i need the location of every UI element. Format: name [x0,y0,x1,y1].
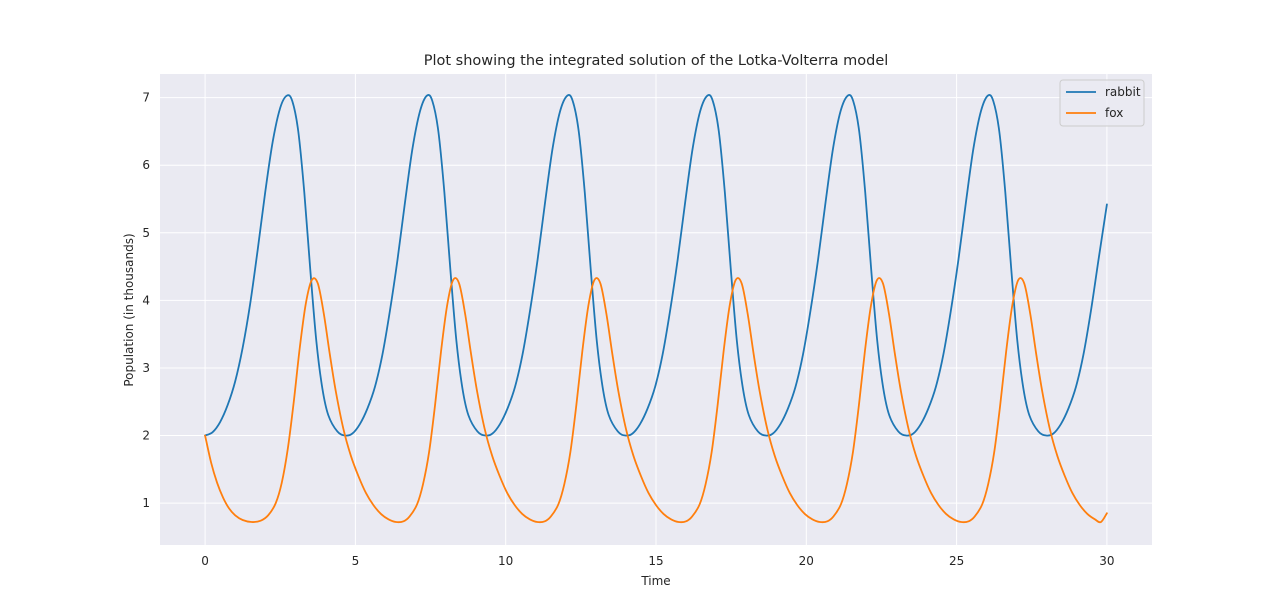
x-tick-label: 15 [648,554,663,568]
x-tick-label: 5 [352,554,360,568]
grid [160,74,1152,545]
x-axis-label: Time [640,574,670,588]
y-tick-label: 4 [142,293,150,307]
y-tick-label: 1 [142,496,150,510]
series-line-fox [204,277,1108,524]
x-tick-label: 0 [201,554,209,568]
chart-title: Plot showing the integrated solution of … [424,53,889,69]
x-tick-label: 25 [949,554,964,568]
y-tick-label: 5 [142,226,150,240]
series-line-rabbit [204,94,1108,437]
y-axis-label: Population (in thousands) [122,233,136,386]
y-tick-label: 6 [142,158,150,172]
x-tick-label: 30 [1099,554,1114,568]
legend-label-fox: fox [1105,106,1123,120]
y-tick-label: 7 [142,91,150,105]
legend: rabbit fox [1059,79,1145,127]
legend-label-rabbit: rabbit [1105,85,1141,99]
y-axis-ticks: 1 2 3 4 5 6 7 [142,91,150,510]
y-tick-label: 3 [142,361,150,375]
series-layer [204,94,1108,524]
y-tick-label: 2 [142,429,150,443]
x-tick-label: 20 [799,554,814,568]
x-tick-label: 10 [498,554,513,568]
x-axis-ticks: 0 5 10 15 20 25 30 [201,554,1114,568]
